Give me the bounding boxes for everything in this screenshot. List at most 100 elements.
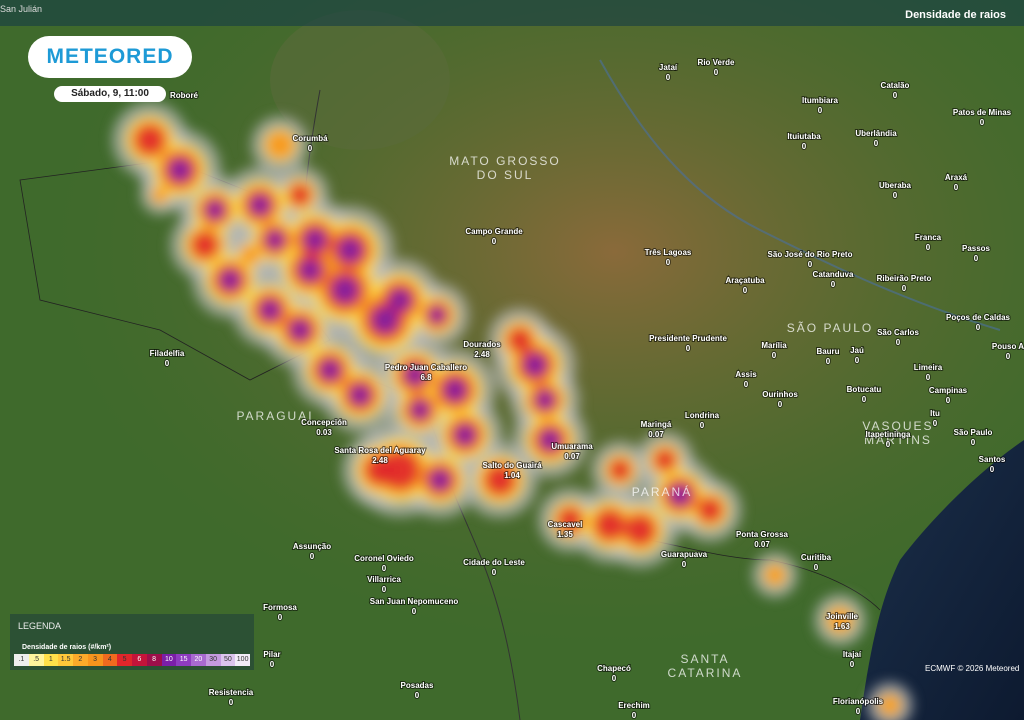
storm-cell [169,159,191,181]
place-value: 0 [976,323,981,332]
legend-swatch: 100 [235,654,250,666]
credit: ECMWF © 2026 Meteored [925,664,1020,673]
legend-swatch: 50 [220,654,236,666]
place-name: Corumbá [292,134,328,143]
storm-cell [290,320,310,340]
place-value: 6.8 [420,373,432,382]
place-value: 0 [862,395,867,404]
place-name: São Paulo [954,428,993,437]
storm-cell [389,289,411,311]
place-value: 0 [415,691,420,700]
place-value: 0 [874,139,879,148]
place-value: 1.63 [834,622,850,631]
legend-swatch: 20 [191,654,206,666]
legend-swatch: 3 [87,654,103,666]
storm-cell [698,498,722,522]
place-value: 0 [802,142,807,151]
storm-cell [625,515,655,545]
place-name: Cascavel [548,520,583,529]
labels: MATO GROSSO DO SUL PARAGUAI SÃO PAULO PARANÁ… [149,57,1024,720]
place-value: 0 [946,396,951,405]
storm-cell [828,608,852,632]
place-value: 0.07 [648,430,664,439]
place-value: 0 [612,674,617,683]
storm-cell [304,229,326,251]
place-name: Uberlândia [855,129,897,138]
place-name: Pilar [263,650,280,659]
logo[interactable]: METEORED [28,36,192,78]
place-value: 1.35 [557,530,573,539]
place-value: 0 [896,338,901,347]
storm-cell [250,195,270,215]
place-value: 0 [954,183,959,192]
place-name: Rio Verde [698,58,735,67]
wetland [270,10,450,150]
place-name: Chapecó [597,664,631,673]
place-value: 0 [855,356,860,365]
place-name: Filadelfia [150,349,185,358]
place-name: Assis [735,370,757,379]
storm-cell [289,184,311,206]
legend-swatch: 4 [102,654,118,666]
place-name: Ourinhos [762,390,798,399]
place-name: Coronel Oviedo [354,554,414,563]
storm-cell [524,354,546,376]
storm-cell [299,259,321,281]
place-value: 0.03 [316,428,332,437]
place-value: 0 [933,419,938,428]
storm-cell [411,401,429,419]
place-value: 0 [850,660,855,669]
legend-swatch: 6 [132,654,147,666]
storm-cell [765,565,785,585]
storm-cell [350,385,370,405]
region-label: PARAGUAI [236,409,313,423]
storm-cell [455,425,475,445]
storm-cell [880,695,900,715]
storm-cell [320,360,340,380]
place-name: Jaú [850,346,864,355]
place-value: 2.48 [372,456,388,465]
place-name: Erechim [618,701,650,710]
region-label: MATO GROSSO DO SUL [449,154,561,182]
legend-swatch: 2 [73,654,88,666]
place-value: 0 [814,563,819,572]
place-name: Ponta Grossa [736,530,789,539]
storm-cell [595,510,625,540]
layer-title[interactable]: Densidade de raios [905,9,1006,21]
place-name: Roboré [170,91,199,100]
place-value: 0 [886,440,891,449]
place-name: Três Lagoas [645,248,692,257]
place-name: Araxá [945,173,968,182]
lightning-density [112,102,913,720]
legend-swatch: 15 [176,654,191,666]
place-name: Pedro Juan Caballero [385,363,467,372]
place-value: 0 [492,568,497,577]
storm-cell [266,231,284,249]
river [599,59,1001,331]
place-value: 0 [818,106,823,115]
legend-swatch: 1.5 [58,654,73,666]
place-value: 0 [310,552,315,561]
storm-cell [654,449,676,471]
place-value: 0 [412,607,417,616]
storm-cell [372,307,398,333]
storm-cell [152,187,168,203]
place-value: 0 [382,564,387,573]
place-name: Londrina [685,411,720,420]
place-name: Itu [930,409,940,418]
place-name: Passos [962,244,991,253]
place-name: Salto do Guairá [482,461,542,470]
storm-cell [508,328,532,352]
place-name: Formosa [263,603,297,612]
place-value: 0 [808,260,813,269]
place-name: Cidade do Leste [463,558,525,567]
place-name: Franca [915,233,942,242]
place-value: 0 [743,286,748,295]
storm-cell [444,379,466,401]
place-name: Santa Rosa del Aguaray [334,446,426,455]
place-name: Santos [979,455,1006,464]
place-name: Itapetininga [866,430,911,439]
place-value: 0 [856,707,861,716]
place-value: 0 [772,351,777,360]
place-name: Jataí [659,63,678,72]
